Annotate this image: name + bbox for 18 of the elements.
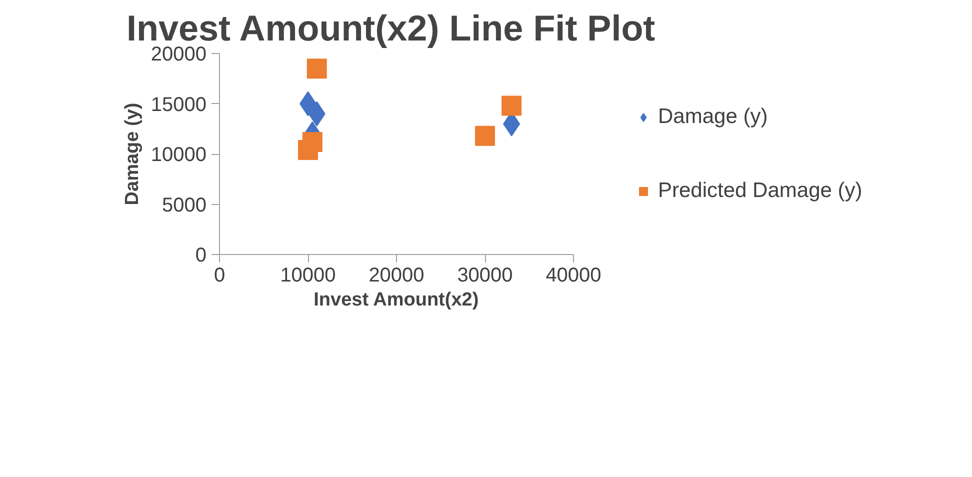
legend-label: Predicted Damage (y) [658,178,862,202]
x-tick-label: 0 [214,264,226,286]
x-tick-label: 40000 [546,264,602,286]
x-axis-title: Invest Amount(x2) [314,290,479,310]
legend-label: Damage (y) [658,104,768,128]
x-tick-label: 10000 [280,264,336,286]
point [475,126,495,146]
y-tick-label: 5000 [162,194,207,216]
x-tick-label: 30000 [457,264,513,286]
y-tick-label: 0 [195,244,206,266]
y-tick-label: 15000 [150,94,207,116]
y-tick-label: 20000 [150,44,207,66]
point [502,96,522,116]
y-axis-title: Damage (y) [122,102,143,206]
point [302,132,322,152]
point [306,58,327,79]
x-tick-label: 20000 [368,264,424,286]
y-tick-label: 10000 [150,144,207,166]
